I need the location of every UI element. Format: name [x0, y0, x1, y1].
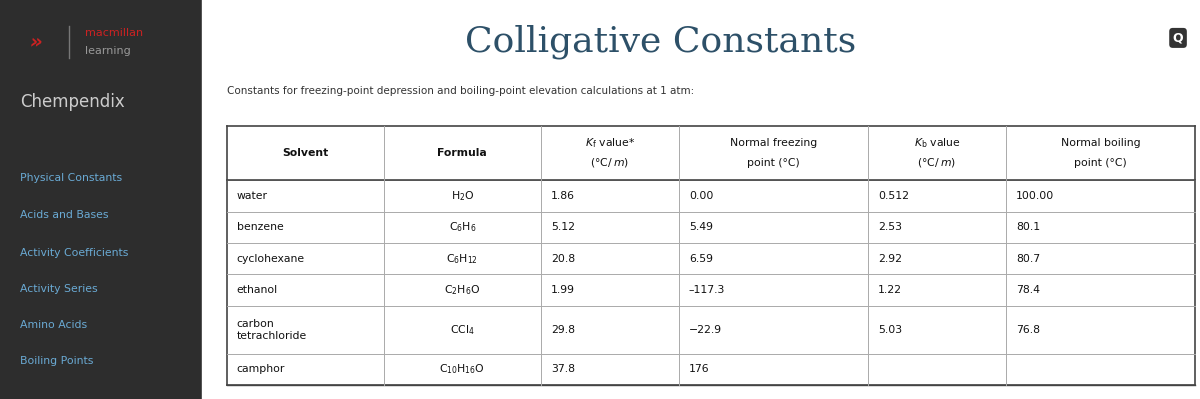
Text: $\rm CCl_4$: $\rm CCl_4$ [450, 323, 475, 337]
Text: $\rm C_{10} H_{16} O$: $\rm C_{10} H_{16} O$ [439, 362, 485, 376]
Text: Normal freezing: Normal freezing [730, 138, 817, 148]
Text: cyclohexane: cyclohexane [236, 254, 305, 264]
Text: »: » [30, 32, 43, 51]
Text: ethanol: ethanol [236, 285, 277, 295]
Text: 5.12: 5.12 [551, 222, 575, 232]
Text: Chempendix: Chempendix [20, 93, 125, 111]
Text: point (°C): point (°C) [748, 158, 800, 168]
Text: 6.59: 6.59 [689, 254, 713, 264]
Text: 1.22: 1.22 [878, 285, 902, 295]
Text: 2.53: 2.53 [878, 222, 902, 232]
Text: Activity Coefficients: Activity Coefficients [20, 248, 128, 259]
Text: 76.8: 76.8 [1016, 325, 1040, 335]
Text: 80.1: 80.1 [1016, 222, 1040, 232]
Text: $\rm C_2 H_6 O$: $\rm C_2 H_6 O$ [444, 283, 480, 297]
Text: Normal boiling: Normal boiling [1061, 138, 1140, 148]
Text: macmillan: macmillan [85, 28, 143, 38]
Text: 5.03: 5.03 [878, 325, 902, 335]
Text: camphor: camphor [236, 364, 284, 374]
Text: 176: 176 [689, 364, 709, 374]
Text: $\mathit{K}_{\mathrm{f}}$ value*: $\mathit{K}_{\mathrm{f}}$ value* [584, 136, 635, 150]
Text: −22.9: −22.9 [689, 325, 722, 335]
Text: point (°C): point (°C) [1074, 158, 1127, 168]
Text: carbon
tetrachloride: carbon tetrachloride [236, 319, 307, 341]
Text: $\rm C_6 H_6$: $\rm C_6 H_6$ [449, 221, 476, 234]
Text: 2.92: 2.92 [878, 254, 902, 264]
Text: water: water [236, 191, 268, 201]
Text: $\rm H_2 O$: $\rm H_2 O$ [450, 189, 474, 203]
Text: (°C/ ​$\mathit{m}$): (°C/ ​$\mathit{m}$) [590, 156, 629, 170]
Text: benzene: benzene [236, 222, 283, 232]
Text: Boiling Points: Boiling Points [20, 356, 94, 366]
Text: (°C/ ​$\mathit{m}$): (°C/ ​$\mathit{m}$) [918, 156, 956, 170]
Text: 78.4: 78.4 [1016, 285, 1040, 295]
Text: Amino Acids: Amino Acids [20, 320, 88, 330]
Text: 0.00: 0.00 [689, 191, 713, 201]
Text: 80.7: 80.7 [1016, 254, 1040, 264]
Text: Physical Constants: Physical Constants [20, 172, 122, 183]
Text: 100.00: 100.00 [1016, 191, 1055, 201]
Text: 0.512: 0.512 [878, 191, 908, 201]
Text: –117.3: –117.3 [689, 285, 725, 295]
Text: $\rm C_6 H_{12}$: $\rm C_6 H_{12}$ [446, 252, 479, 266]
Text: Formula: Formula [438, 148, 487, 158]
Text: Q: Q [1172, 32, 1183, 44]
Text: learning: learning [85, 45, 131, 56]
Text: 20.8: 20.8 [551, 254, 575, 264]
Text: 5.49: 5.49 [689, 222, 713, 232]
Text: Solvent: Solvent [282, 148, 329, 158]
Text: Constants for freezing-point depression and boiling-point elevation calculations: Constants for freezing-point depression … [227, 86, 694, 96]
Text: 37.8: 37.8 [551, 364, 575, 374]
Text: Activity Series: Activity Series [20, 284, 97, 294]
Text: Colligative Constants: Colligative Constants [466, 25, 857, 59]
Text: 1.86: 1.86 [551, 191, 575, 201]
Text: 1.99: 1.99 [551, 285, 575, 295]
Text: Acids and Bases: Acids and Bases [20, 210, 109, 221]
Text: $\mathit{K}_{\mathrm{b}}$ value: $\mathit{K}_{\mathrm{b}}$ value [913, 136, 960, 150]
Text: 29.8: 29.8 [551, 325, 575, 335]
